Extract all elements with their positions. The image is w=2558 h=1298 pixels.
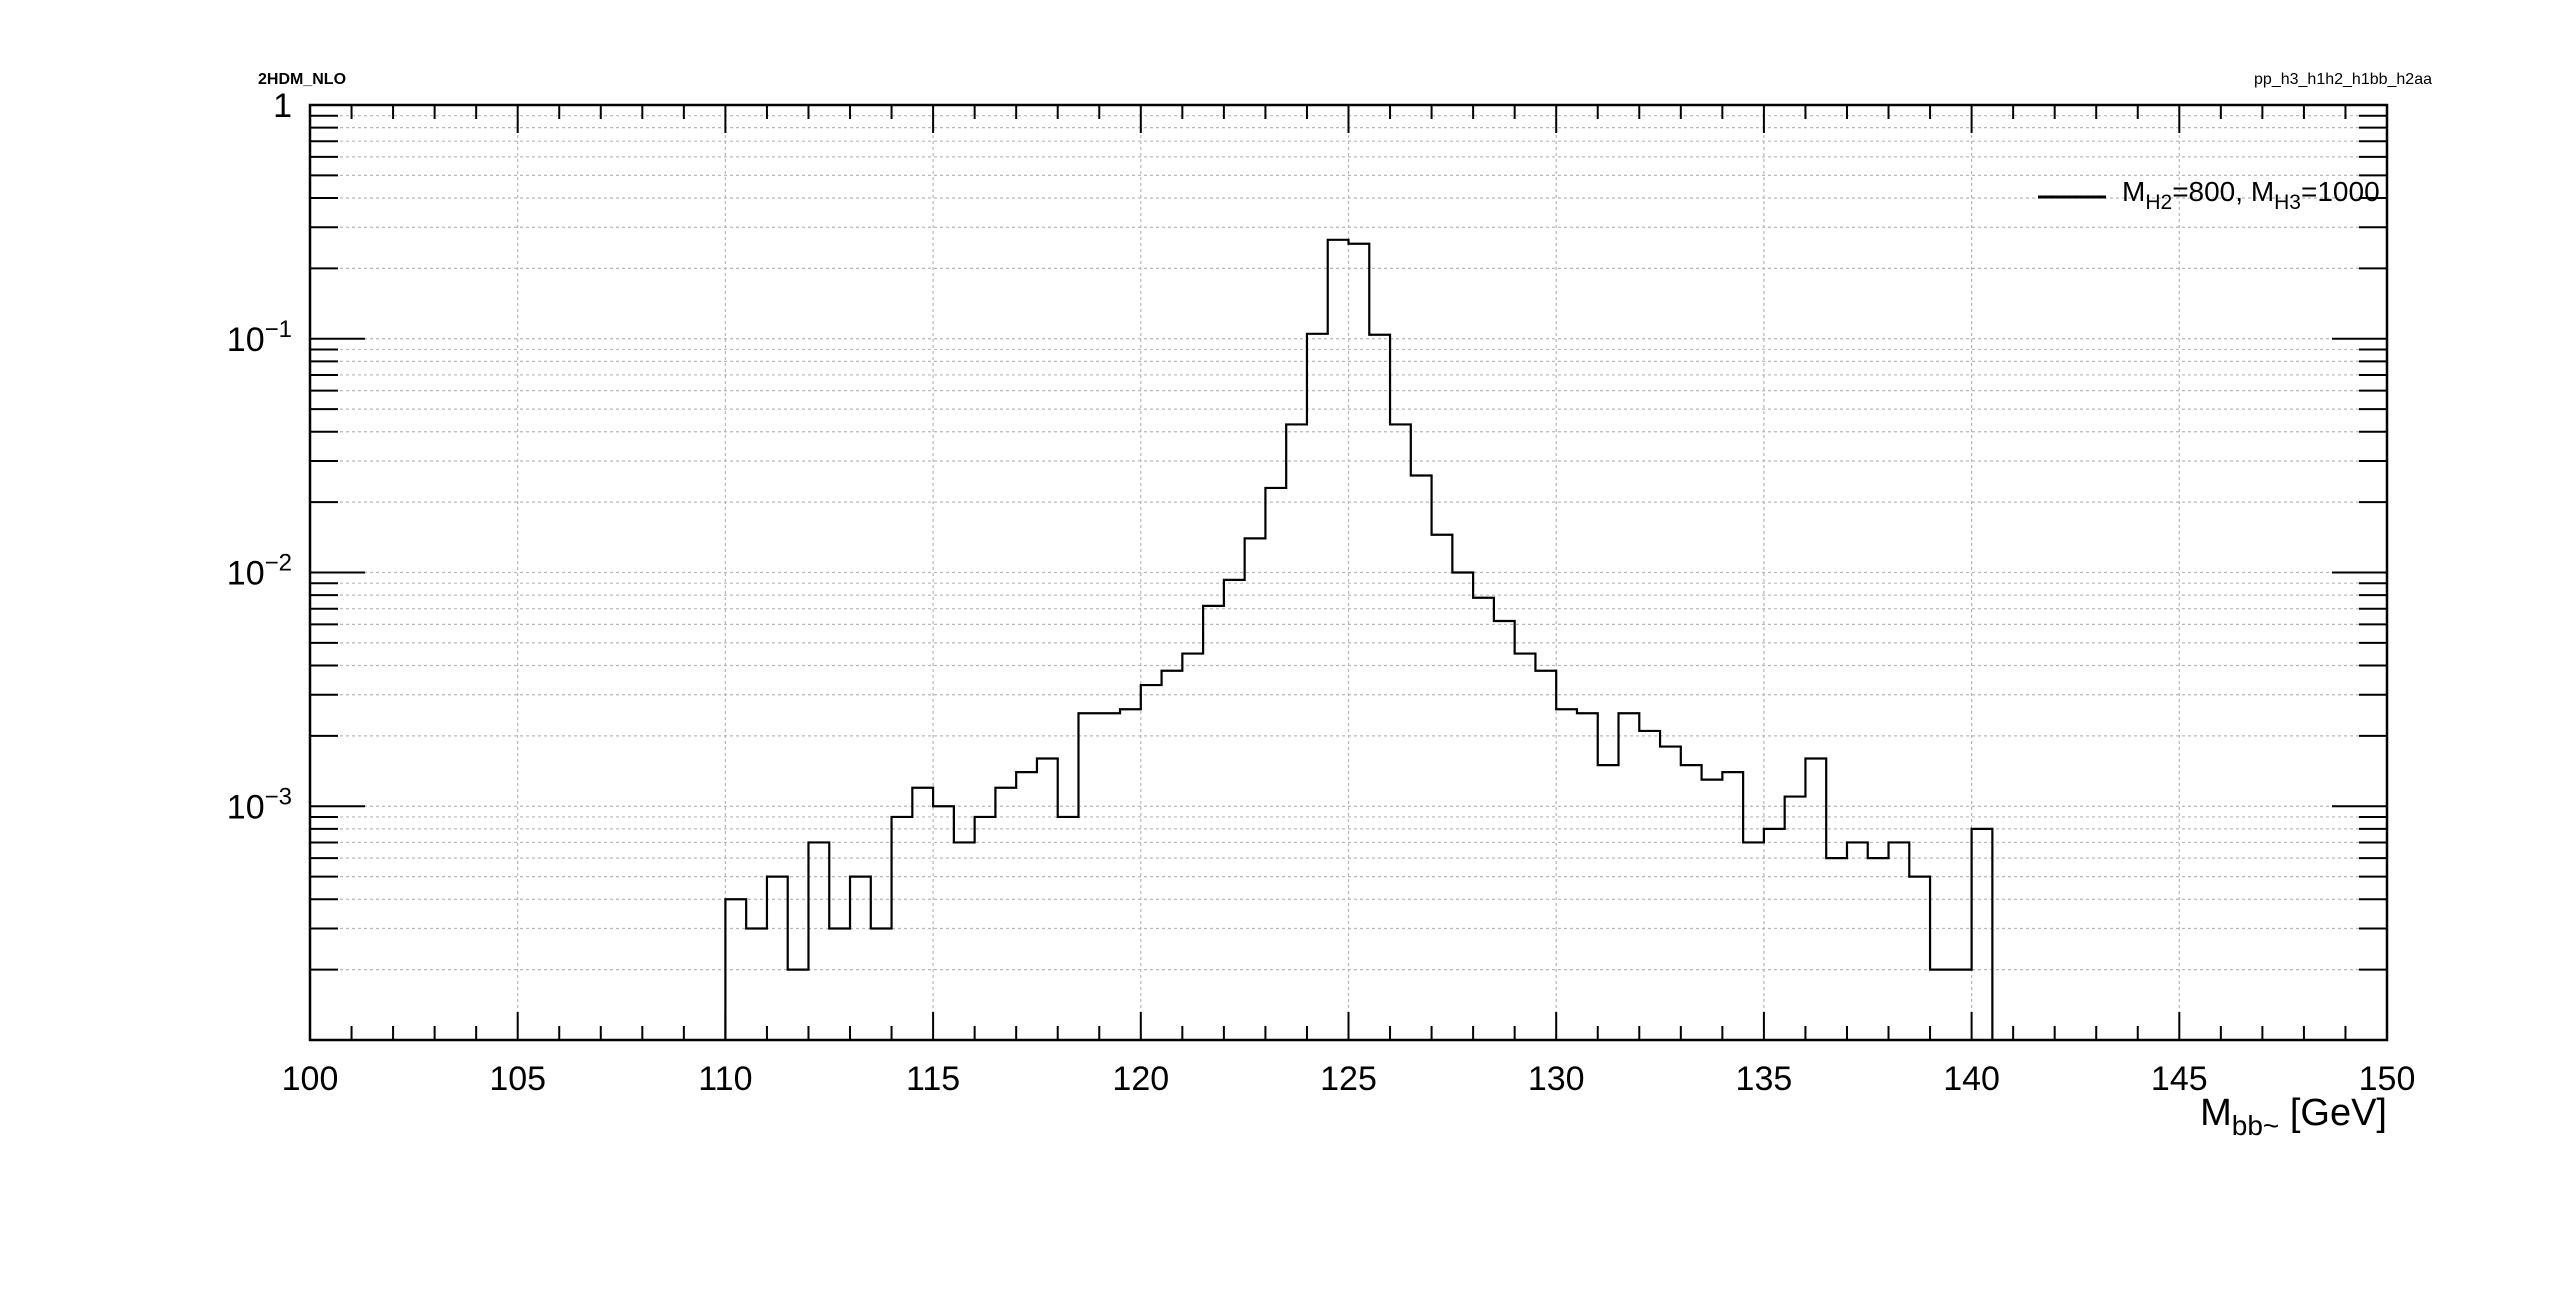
frame-ticks-layer [309,104,2388,1040]
x-tick-label: 115 [906,1060,960,1098]
x-tick-labels: 100 105 110 115 120 125 130 135 140 145 150 [282,1060,2416,1098]
x-tick-label: 135 [1736,1060,1793,1098]
histogram-layer [724,238,1994,1040]
x-tick-label: 145 [2151,1060,2208,1098]
x-tick-label: 120 [1112,1060,1169,1098]
top-left-label: 2HDM_NLO [258,71,346,88]
legend-entry-label: MH2=800, MH3=1000 [2122,176,2380,214]
x-tick-label: 140 [1943,1060,2000,1098]
y-tick-label: 10−1 [227,316,292,359]
histogram-series-line [724,238,1994,1040]
legend: MH2=800, MH3=1000 [2038,176,2380,214]
x-tick-label: 125 [1320,1060,1377,1098]
x-tick-label: 150 [2359,1060,2416,1098]
y-tick-label: 10−2 [227,550,292,593]
x-tick-label: 100 [282,1060,339,1098]
y-tick-label: 10−3 [227,783,292,826]
grid-layer [309,105,2388,1040]
top-right-label: pp_h3_h1h2_h1bb_h2aa [2254,71,2432,88]
x-tick-label: 130 [1528,1060,1585,1098]
plot-frame [308,103,2389,1042]
x-axis-title: Mbb~ [GeV] [2200,1092,2387,1141]
y-tick-labels: 1 10−1 10−2 10−3 [227,87,292,826]
x-tick-label: 105 [489,1060,546,1098]
x-tick-label: 110 [698,1060,752,1098]
y-tick-label: 1 [273,87,292,125]
